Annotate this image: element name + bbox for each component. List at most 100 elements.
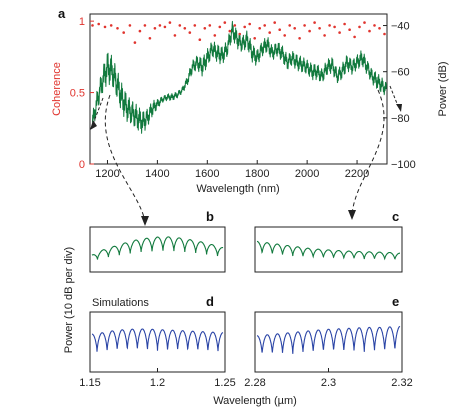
- fringe-line: [257, 240, 400, 261]
- panel-a-x-tick-label: 1600: [195, 168, 219, 180]
- coherence-point: [109, 24, 113, 27]
- small-panels-ylabel: Power (10 dB per div): [63, 247, 75, 353]
- coherence-point: [153, 27, 157, 30]
- arrow-a-to-c: [351, 89, 385, 216]
- coherence-point: [143, 24, 147, 27]
- panel-d-letter: d: [206, 294, 214, 309]
- coherence-point: [243, 25, 246, 29]
- coherence-point: [198, 38, 202, 41]
- panel-a-left-tick-label: 0.5: [70, 88, 85, 100]
- coherence-point: [278, 28, 282, 32]
- coherence-point: [97, 22, 100, 26]
- coherence-point: [308, 29, 311, 33]
- coherence-point: [318, 27, 321, 30]
- panel-c-series: [257, 240, 400, 261]
- coherence-point: [188, 31, 192, 34]
- arrow-a-to-c-right-head: [396, 104, 402, 112]
- small-x-tick-label: 2.28: [244, 377, 265, 389]
- panel-c-frame: [254, 226, 403, 273]
- panel-a-right-tick-label: −80: [391, 113, 410, 125]
- coherence-point: [116, 27, 119, 30]
- panel-a-x-tick-label: 2000: [295, 168, 319, 180]
- coherence-point: [323, 34, 326, 37]
- coherence-point: [293, 27, 297, 30]
- panel-e-frame: [254, 311, 403, 373]
- small-panels-xlabel: Wavelength (µm): [213, 395, 297, 407]
- panel-a-left-tick-label: 1: [79, 16, 85, 28]
- coherence-point: [353, 35, 356, 39]
- panel-a-x-tick-label: 1800: [245, 168, 269, 180]
- panel-b-series: [91, 236, 224, 260]
- coherence-point: [383, 32, 386, 36]
- arrow-a-to-c-head: [348, 210, 356, 220]
- coherence-point: [213, 34, 217, 37]
- coherence-point: [128, 24, 132, 27]
- coherence-point: [263, 24, 267, 27]
- coherence-point: [368, 29, 371, 33]
- small-x-tick-label: 1.15: [79, 377, 100, 389]
- coherence-point: [348, 28, 351, 32]
- panel-b-letter: b: [206, 209, 214, 224]
- coherence-point: [363, 21, 366, 24]
- panel-a-left-ylabel: Coherence: [51, 62, 63, 116]
- small-x-tick-label: 2.3: [321, 377, 336, 389]
- panel-a-letter: a: [58, 6, 66, 21]
- panel-d-x-axis: 1.15 1.2 1.25: [79, 368, 236, 389]
- panel-a-x-axis: 1200 1400 1600 1800 2000 2200: [95, 160, 369, 180]
- panel-a-left-axis: 00.51: [70, 16, 94, 171]
- coherence-point: [238, 32, 241, 36]
- panel-d-series: [92, 328, 224, 352]
- panel-a-right-tick-label: −100: [391, 159, 416, 171]
- coherence-point: [258, 27, 262, 30]
- coherence-point: [178, 24, 182, 27]
- panel-a-xlabel: Wavelength (nm): [196, 183, 279, 195]
- coherence-point: [148, 37, 152, 40]
- coherence-point: [303, 24, 306, 27]
- coherence-point: [183, 27, 187, 30]
- coherence-point: [248, 22, 251, 26]
- coherence-point: [233, 24, 237, 27]
- panel-e-letter: e: [392, 294, 399, 309]
- small-x-tick-label: 2.32: [391, 377, 412, 389]
- coherence-point: [218, 25, 222, 29]
- coherence-point: [208, 24, 212, 27]
- small-x-tick-label: 1.25: [214, 377, 235, 389]
- coherence-point: [268, 31, 272, 34]
- coherence-point: [168, 21, 172, 24]
- coherence-point: [91, 24, 94, 27]
- coherence-point: [203, 27, 207, 30]
- coherence-point: [138, 29, 142, 33]
- coherence-point: [373, 24, 376, 27]
- panel-a-x-tick-label: 1400: [145, 168, 169, 180]
- arrow-a-to-b-head: [141, 216, 149, 226]
- coherence-point: [273, 21, 277, 24]
- coherence-point: [378, 27, 381, 30]
- coherence-point: [223, 21, 227, 24]
- panel-b-frame: [89, 226, 226, 273]
- coherence-point: [158, 24, 162, 27]
- fringe-line: [91, 236, 224, 260]
- panel-a-right-axis: −40 −60 −80 −100: [383, 21, 416, 171]
- coherence-point: [333, 25, 336, 29]
- coherence-point: [328, 24, 331, 27]
- arrow-a-to-c-right: [389, 85, 399, 107]
- coherence-point: [358, 25, 361, 29]
- panel-d-frame: [89, 311, 226, 373]
- coherence-point: [313, 21, 316, 24]
- coherence-point: [283, 34, 287, 37]
- panel-a-right-ylabel: Power (dB): [437, 61, 449, 116]
- coherence-point: [122, 31, 125, 34]
- panel-a-x-tick-label: 1200: [95, 168, 119, 180]
- coherence-point: [228, 29, 232, 33]
- coherence-point: [193, 24, 197, 27]
- panel-e-series: [257, 325, 401, 354]
- coherence-point: [343, 22, 346, 26]
- panel-a-frame: [89, 13, 388, 165]
- coherence-point: [288, 24, 292, 27]
- coherence-point: [253, 37, 256, 40]
- panel-e-x-axis: 2.28 2.3 2.32: [244, 368, 413, 389]
- panel-a-x-tick-label: 2200: [345, 168, 369, 180]
- power-spectrum-line: [92, 20, 387, 134]
- panel-a-series: [91, 20, 387, 134]
